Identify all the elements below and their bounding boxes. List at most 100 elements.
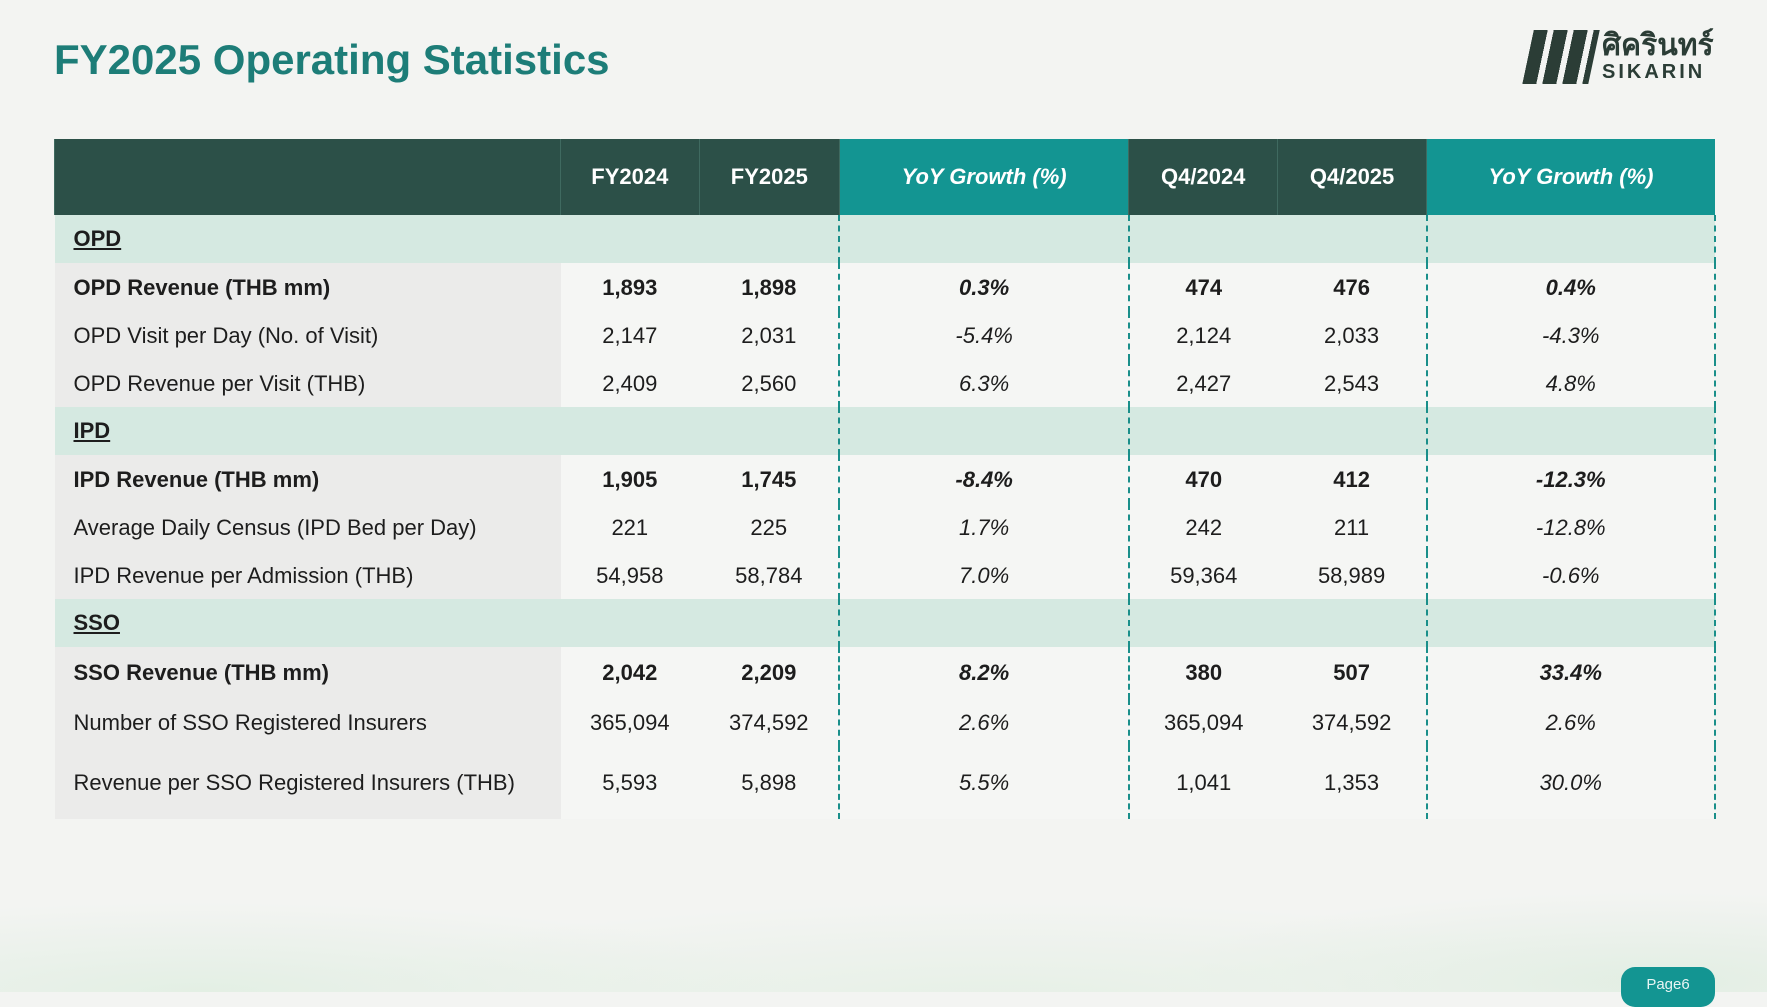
table-row: SSO Revenue (THB mm) 2,042 2,209 8.2% 380 507… [54,647,1717,699]
value-cell: 1,905 [560,455,700,504]
value-cell: 2,543 [1277,360,1427,407]
growth-cell: 33.4% [1425,647,1717,699]
growth-cell: 4.8% [1425,360,1717,407]
row-label: Revenue per SSO Registered Insurers (THB… [54,746,561,819]
growth-cell: 0.4% [1425,263,1717,312]
operating-statistics-table: FY2024 FY2025 YoY Growth (%) Q4/2024 Q4/2025… [54,139,1717,819]
value-cell: 2,033 [1277,312,1427,360]
value-cell: 5,898 [699,746,840,819]
column-header: YoY Growth (%) [1426,139,1715,215]
value-cell: 225 [699,504,840,552]
value-cell: 374,592 [1277,699,1427,746]
section-cell [1128,599,1278,647]
growth-cell: 2.6% [838,699,1130,746]
table-row: Number of SSO Registered Insurers 365,094… [54,699,1717,746]
sikarin-logo: ศิครินทร์ SIKARIN [1522,28,1714,84]
table-row: IPD Revenue (THB mm) 1,905 1,745 -8.4% 470 41… [54,455,1717,504]
value-cell: 221 [560,504,700,552]
value-cell: 242 [1128,504,1278,552]
column-header: YoY Growth (%) [838,139,1129,215]
growth-cell: -12.8% [1425,504,1717,552]
table-row: OPD Revenue (THB mm) 1,893 1,898 0.3% 474 476… [54,263,1717,312]
section-row: IPD [54,407,1717,455]
table-row: Revenue per SSO Registered Insurers (THB… [54,746,1717,819]
value-cell: 1,041 [1128,746,1278,819]
growth-cell: -0.6% [1425,552,1717,599]
section-cell [838,407,1130,455]
growth-cell: 5.5% [838,746,1130,819]
value-cell: 2,031 [699,312,840,360]
table-row: OPD Visit per Day (No. of Visit) 2,147 2,0… [54,312,1717,360]
value-cell: 211 [1277,504,1427,552]
section-row: SSO [54,599,1717,647]
value-cell: 58,989 [1277,552,1427,599]
value-cell: 2,042 [560,647,700,699]
value-cell: 474 [1128,263,1278,312]
value-cell: 54,958 [560,552,700,599]
section-cell [699,599,840,647]
section-cell [1425,407,1717,455]
section-cell [560,599,700,647]
row-label: OPD Visit per Day (No. of Visit) [54,312,561,360]
section-row: OPD [54,215,1717,263]
growth-cell: 6.3% [838,360,1130,407]
growth-cell: 2.6% [1425,699,1717,746]
page-title: FY2025 Operating Statistics [54,36,610,83]
section-cell [1277,215,1427,263]
section-cell [838,215,1130,263]
growth-cell: 8.2% [838,647,1130,699]
value-cell: 2,409 [560,360,700,407]
value-cell: 1,893 [560,263,700,312]
table-row: IPD Revenue per Admission (THB) 54,958 58,… [54,552,1717,599]
value-cell: 1,745 [699,455,840,504]
value-cell: 5,593 [560,746,700,819]
row-label: IPD Revenue (THB mm) [54,455,561,504]
table-row: Average Daily Census (IPD Bed per Day) 22… [54,504,1717,552]
value-cell: 507 [1277,647,1427,699]
logo-mark-icon [1522,30,1600,84]
logo-english-text: SIKARIN [1602,60,1706,83]
growth-cell: -12.3% [1425,455,1717,504]
section-cell [1277,407,1427,455]
section-cell [560,215,700,263]
section-cell [1128,215,1278,263]
row-label: Number of SSO Registered Insurers [54,699,561,746]
value-cell: 2,560 [699,360,840,407]
value-cell: 470 [1128,455,1278,504]
section-title: IPD [54,407,561,455]
value-cell: 380 [1128,647,1278,699]
growth-cell: -8.4% [838,455,1130,504]
value-cell: 2,209 [699,647,840,699]
value-cell: 2,124 [1128,312,1278,360]
column-header [54,139,561,215]
column-header: Q4/2025 [1277,139,1427,215]
growth-cell: 7.0% [838,552,1130,599]
section-cell [1425,599,1717,647]
row-label: Average Daily Census (IPD Bed per Day) [54,504,561,552]
value-cell: 365,094 [1128,699,1278,746]
value-cell: 58,784 [699,552,840,599]
section-cell [1425,215,1717,263]
value-cell: 2,427 [1128,360,1278,407]
growth-cell: 30.0% [1425,746,1717,819]
section-cell [560,407,700,455]
value-cell: 1,353 [1277,746,1427,819]
value-cell: 2,147 [560,312,700,360]
value-cell: 476 [1277,263,1427,312]
value-cell: 374,592 [699,699,840,746]
row-label: OPD Revenue (THB mm) [54,263,561,312]
logo-thai-text: ศิครินทร์ [1602,28,1714,62]
section-title: SSO [54,599,561,647]
section-title: OPD [54,215,561,263]
row-label: SSO Revenue (THB mm) [54,647,561,699]
row-label: IPD Revenue per Admission (THB) [54,552,561,599]
column-header: Q4/2024 [1128,139,1278,215]
background-wave [0,862,1767,992]
value-cell: 59,364 [1128,552,1278,599]
page-number: Page6 [1621,967,1715,1007]
section-cell [699,215,840,263]
growth-cell: 1.7% [838,504,1130,552]
value-cell: 1,898 [699,263,840,312]
row-label: OPD Revenue per Visit (THB) [54,360,561,407]
growth-cell: 0.3% [838,263,1130,312]
